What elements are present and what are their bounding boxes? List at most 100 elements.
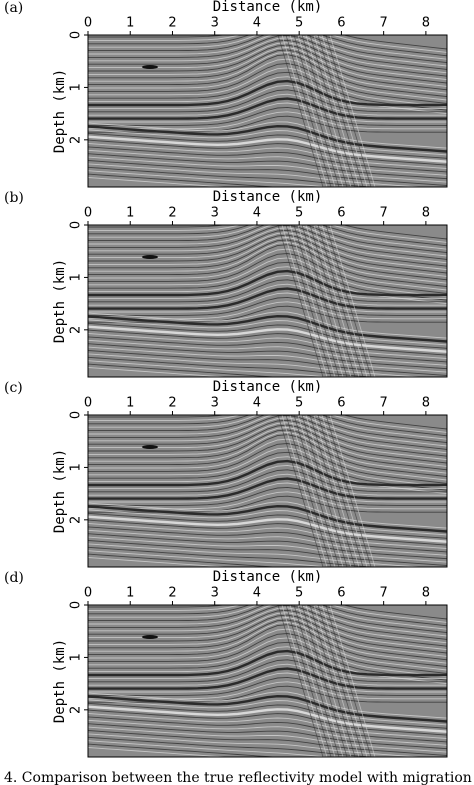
fault xyxy=(297,225,344,377)
reflector xyxy=(88,346,447,373)
reflector xyxy=(88,540,447,566)
reflector xyxy=(88,536,447,563)
x-tick-label: 3 xyxy=(211,396,219,411)
y-axis-title: Depth (km) xyxy=(52,639,68,723)
reflector xyxy=(88,67,447,108)
reflectors xyxy=(88,605,447,757)
reflector xyxy=(88,156,447,183)
reflector xyxy=(88,694,447,723)
reflector xyxy=(88,733,427,757)
x-tick-label: 4 xyxy=(253,16,261,31)
fault xyxy=(313,225,360,377)
fault xyxy=(277,225,324,377)
reflector xyxy=(88,736,378,757)
reflector xyxy=(88,621,447,664)
x-tick-label: 8 xyxy=(422,206,430,221)
fault xyxy=(305,415,352,567)
reflector xyxy=(88,283,447,306)
x-tick-label: 8 xyxy=(422,16,430,31)
x-tick-label: 1 xyxy=(126,396,134,411)
fault xyxy=(281,415,328,567)
reflector xyxy=(88,716,447,743)
x-tick-label: 6 xyxy=(337,396,345,411)
reflector xyxy=(88,747,232,757)
x-tick-label: 1 xyxy=(126,206,134,221)
reflector xyxy=(88,415,447,430)
reflector xyxy=(88,314,447,343)
reflector xyxy=(88,415,447,450)
reflector xyxy=(88,550,333,567)
y-tick-label: 1 xyxy=(69,463,84,471)
fault xyxy=(309,225,356,377)
reflector xyxy=(88,356,378,377)
x-tick-label: 3 xyxy=(211,206,219,221)
lens xyxy=(142,635,158,639)
reflector xyxy=(88,667,447,690)
fault xyxy=(329,605,376,757)
reflector xyxy=(88,225,447,247)
x-tick-label: 7 xyxy=(380,206,388,221)
reflector xyxy=(88,287,447,310)
reflector xyxy=(88,605,447,637)
reflector xyxy=(88,49,447,91)
fault xyxy=(289,605,336,757)
fault xyxy=(301,415,348,567)
reflector xyxy=(88,367,232,377)
x-tick-label: 1 xyxy=(126,586,134,601)
fault xyxy=(329,35,376,187)
reflector xyxy=(88,649,447,677)
reflector xyxy=(88,459,447,487)
fault xyxy=(293,225,340,377)
fault xyxy=(277,35,324,187)
reflector xyxy=(88,501,447,529)
fault xyxy=(321,35,368,187)
reflector xyxy=(88,702,447,729)
fault xyxy=(309,415,356,567)
x-tick-label: 2 xyxy=(168,586,176,601)
fault xyxy=(285,225,332,377)
reflector xyxy=(88,526,447,553)
x-axis-title: Distance (km) xyxy=(213,569,323,585)
y-tick-label: 0 xyxy=(69,31,84,39)
reflector xyxy=(88,241,447,284)
reflector xyxy=(88,35,447,70)
panel-label: (d) xyxy=(4,570,24,586)
reflector xyxy=(88,740,333,757)
reflector xyxy=(88,605,447,634)
fault xyxy=(277,415,324,567)
reflector xyxy=(88,726,447,753)
fault xyxy=(309,605,356,757)
reflector xyxy=(88,311,447,339)
reflector xyxy=(88,482,447,503)
reflector xyxy=(88,139,447,166)
reflector xyxy=(88,605,447,627)
reflector xyxy=(88,523,447,549)
reflector xyxy=(88,339,447,366)
x-tick-label: 6 xyxy=(337,16,345,31)
y-tick-label: 2 xyxy=(69,706,84,714)
reflector xyxy=(88,89,447,113)
reflector xyxy=(88,419,447,457)
reflector xyxy=(88,705,447,733)
reflector xyxy=(88,614,447,654)
reflector xyxy=(88,35,447,50)
fault xyxy=(285,35,332,187)
reflector xyxy=(88,605,447,640)
reflector xyxy=(88,546,378,567)
reflector xyxy=(88,415,447,440)
x-tick-label: 0 xyxy=(84,586,92,601)
reflector xyxy=(88,35,447,60)
x-tick-label: 7 xyxy=(380,396,388,411)
y-axis-title: Depth (km) xyxy=(52,449,68,533)
lens xyxy=(142,65,158,69)
y-axis-title: Depth (km) xyxy=(52,259,68,343)
reflector xyxy=(88,469,447,493)
frame xyxy=(87,34,448,188)
reflector xyxy=(88,266,447,305)
reflector xyxy=(88,63,447,104)
reflector xyxy=(88,557,232,567)
x-tick-label: 2 xyxy=(168,16,176,31)
reflector xyxy=(88,495,447,513)
reflector xyxy=(88,93,447,116)
